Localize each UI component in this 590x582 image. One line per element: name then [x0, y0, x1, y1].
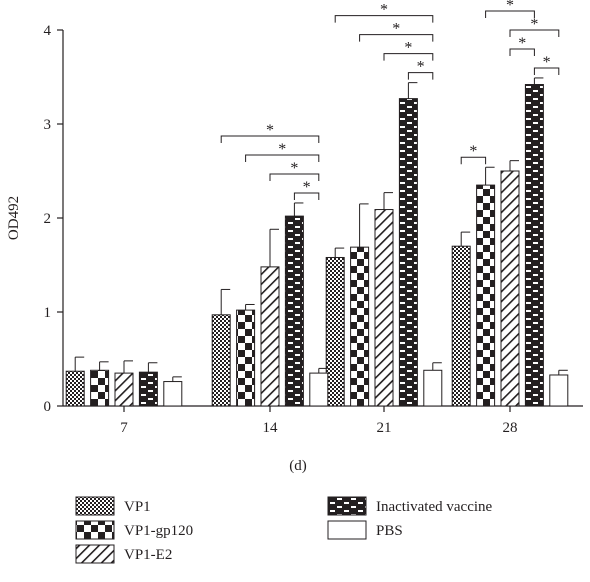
legend-swatch — [327, 496, 367, 516]
significance-star: * — [518, 35, 526, 52]
significance-bracket — [359, 34, 434, 42]
error-bars — [74, 77, 568, 382]
legend-swatch — [75, 544, 115, 564]
bar — [374, 209, 394, 407]
bar — [451, 245, 471, 407]
y-tick-label: 0 — [44, 399, 52, 415]
bar — [114, 372, 134, 407]
x-tick-label: 21 — [377, 420, 392, 436]
legend-label: VP1 — [124, 499, 151, 515]
bar — [549, 374, 569, 407]
y-axis-label: OD492 — [6, 196, 22, 240]
significance-bracket — [533, 67, 560, 75]
legend: VP1 VP1-gp120 VP1-E2 Inactivated vaccine PBS — [75, 496, 493, 564]
significance-bracket — [334, 15, 434, 23]
significance-bracket — [383, 53, 434, 61]
significance-bracket — [269, 173, 320, 181]
bar — [325, 256, 345, 407]
bar — [90, 369, 110, 407]
legend-swatch — [75, 520, 115, 540]
bar — [236, 309, 256, 407]
legend-label: PBS — [376, 523, 403, 539]
bar — [524, 84, 544, 407]
x-tick-label: 14 — [263, 420, 279, 436]
bar — [163, 381, 183, 407]
x-tick-label: 28 — [503, 420, 518, 436]
significance-star: * — [303, 179, 311, 196]
bar — [476, 184, 496, 407]
significance-star: * — [543, 54, 551, 71]
significance-bracket — [245, 154, 320, 162]
legend-label: VP1-E2 — [124, 547, 172, 563]
bar — [500, 170, 520, 407]
significance-star: * — [506, 0, 514, 14]
bar — [65, 370, 85, 407]
x-tick-label: 7 — [120, 420, 128, 436]
bar — [398, 98, 418, 407]
chart-subtitle: (d) — [289, 458, 307, 474]
significance-bracket — [460, 156, 487, 165]
bar — [211, 314, 231, 407]
significance-star: * — [290, 160, 298, 177]
legend-swatch — [75, 496, 115, 516]
y-tick-label: 1 — [44, 305, 52, 321]
significance-star: * — [417, 59, 425, 76]
significance-star: * — [278, 141, 286, 158]
legend-label: Inactivated vaccine — [376, 499, 493, 515]
significance-brackets: *************** — [220, 0, 560, 200]
bar — [284, 215, 304, 407]
significance-star: * — [404, 40, 412, 57]
bar — [138, 371, 158, 407]
bar — [260, 266, 280, 407]
legend-label: VP1-gp120 — [124, 523, 193, 539]
significance-bracket — [509, 48, 535, 56]
bars — [65, 84, 569, 407]
significance-star: * — [392, 21, 400, 38]
significance-star: * — [530, 16, 538, 33]
significance-star: * — [266, 122, 274, 139]
significance-bracket — [509, 29, 560, 37]
legend-swatch — [327, 520, 367, 540]
y-tick-label: 4 — [44, 23, 52, 39]
significance-bracket — [407, 72, 434, 80]
x-axis-ticks: 7 14 21 28 — [120, 406, 518, 436]
bar — [423, 369, 443, 407]
y-tick-label: 2 — [44, 211, 52, 227]
bar — [309, 372, 329, 407]
y-axis-ticks: 0 1 2 3 4 — [44, 23, 63, 415]
y-tick-label: 3 — [44, 117, 52, 133]
significance-bracket — [293, 192, 320, 200]
significance-star: * — [380, 2, 388, 19]
bar — [350, 246, 370, 407]
significance-star: * — [469, 143, 477, 160]
significance-bracket — [220, 135, 320, 143]
significance-bracket — [485, 10, 535, 18]
